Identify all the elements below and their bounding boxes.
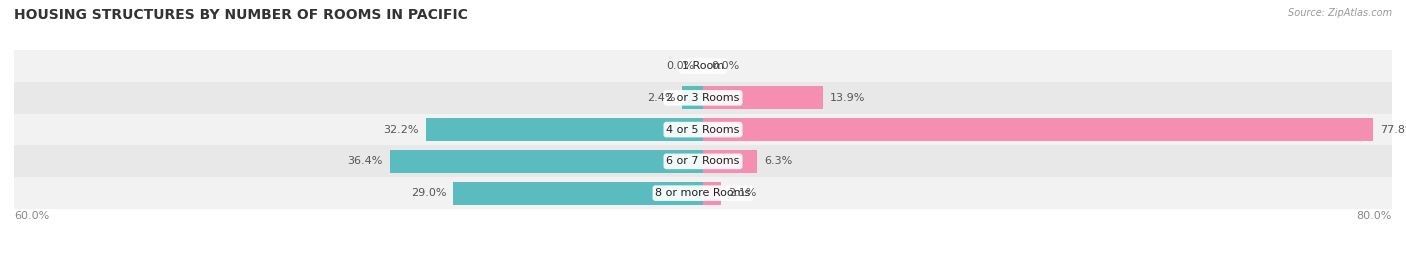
- Bar: [703, 86, 823, 109]
- Text: 77.8%: 77.8%: [1379, 124, 1406, 135]
- Bar: [14, 82, 1392, 114]
- Text: 0.0%: 0.0%: [711, 61, 740, 71]
- Bar: [453, 182, 703, 205]
- Text: 2.1%: 2.1%: [728, 188, 756, 198]
- Text: 29.0%: 29.0%: [411, 188, 446, 198]
- Bar: [703, 182, 721, 205]
- Text: 2.4%: 2.4%: [647, 93, 675, 103]
- Bar: [14, 146, 1392, 177]
- Bar: [14, 114, 1392, 146]
- Text: 8 or more Rooms: 8 or more Rooms: [655, 188, 751, 198]
- Text: 6 or 7 Rooms: 6 or 7 Rooms: [666, 156, 740, 166]
- Text: 36.4%: 36.4%: [347, 156, 382, 166]
- Text: HOUSING STRUCTURES BY NUMBER OF ROOMS IN PACIFIC: HOUSING STRUCTURES BY NUMBER OF ROOMS IN…: [14, 8, 468, 22]
- Bar: [14, 50, 1392, 82]
- Text: 6.3%: 6.3%: [763, 156, 793, 166]
- Bar: [682, 86, 703, 109]
- Text: 4 or 5 Rooms: 4 or 5 Rooms: [666, 124, 740, 135]
- Bar: [426, 118, 703, 141]
- Text: 2 or 3 Rooms: 2 or 3 Rooms: [666, 93, 740, 103]
- Text: 80.0%: 80.0%: [1357, 211, 1392, 221]
- Text: 13.9%: 13.9%: [830, 93, 865, 103]
- Text: 0.0%: 0.0%: [666, 61, 695, 71]
- Text: 1 Room: 1 Room: [682, 61, 724, 71]
- Bar: [703, 118, 1374, 141]
- Bar: [14, 177, 1392, 209]
- Text: 32.2%: 32.2%: [384, 124, 419, 135]
- Text: 60.0%: 60.0%: [14, 211, 49, 221]
- Text: Source: ZipAtlas.com: Source: ZipAtlas.com: [1288, 8, 1392, 18]
- Bar: [389, 150, 703, 173]
- Bar: [703, 150, 758, 173]
